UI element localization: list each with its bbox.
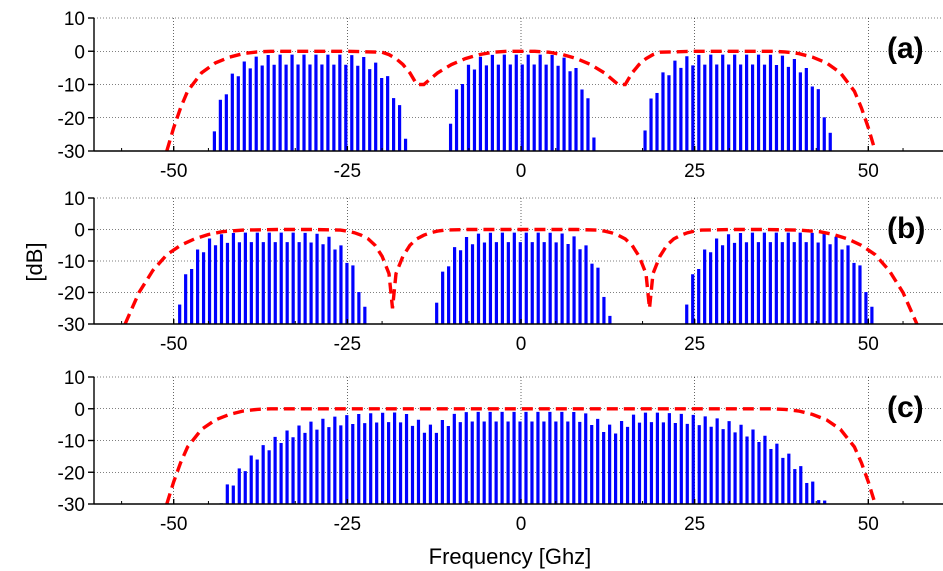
y-tick-label: -30 [58, 495, 85, 516]
y-tick-label: 10 [64, 9, 85, 30]
y-tick-label: -20 [58, 463, 85, 484]
envelope-series [123, 227, 919, 324]
x-tick-label: 25 [684, 514, 705, 535]
y-tick-label: 0 [74, 221, 85, 242]
x-tick-label: -25 [334, 514, 361, 535]
panel-label: (a) [887, 32, 924, 65]
x-tick-label: -25 [334, 334, 361, 355]
y-tick-label: -30 [58, 142, 85, 163]
x-tick-label: 50 [858, 161, 879, 182]
panel-label: (b) [887, 212, 925, 245]
x-axis-title: Frequency [Ghz] [429, 544, 592, 569]
x-tick-label: -25 [334, 161, 361, 182]
y-tick-label: -20 [58, 284, 85, 305]
panel-label: (c) [887, 391, 924, 424]
envelope-series [165, 49, 877, 151]
panel-3: 10 0 -10 -20 -30 -50 -25 0 25 50 (c) [58, 368, 943, 535]
y-tick-label: -10 [58, 432, 85, 453]
spectrum-series [219, 411, 827, 504]
y-axis-title: [dB] [22, 242, 47, 281]
y-tick-label: -10 [58, 252, 85, 273]
y-tick-label: 0 [74, 400, 85, 421]
x-tick-label: -50 [160, 514, 187, 535]
y-tick-label: -10 [58, 76, 85, 97]
x-tick-label: 50 [858, 514, 879, 535]
x-tick-label: -50 [160, 334, 187, 355]
panel-2: 10 0 -10 -20 -30 -50 -25 0 25 50 (b) [58, 189, 943, 355]
panel-1: 10 0 -10 -20 -30 -50 -25 0 25 50 (a) [58, 9, 943, 182]
y-tick-label: 10 [64, 189, 85, 210]
x-tick-label: 0 [516, 514, 527, 535]
y-tick-label: -30 [58, 315, 85, 336]
x-tick-label: -50 [160, 161, 187, 182]
x-tick-label: 0 [516, 334, 527, 355]
envelope-series [165, 407, 877, 504]
x-tick-label: 25 [684, 334, 705, 355]
x-tick-label: 50 [858, 334, 879, 355]
spectrum-series [178, 232, 874, 324]
x-tick-label: 25 [684, 161, 705, 182]
y-tick-label: 0 [74, 42, 85, 63]
y-tick-label: -20 [58, 109, 85, 130]
x-tick-label: 0 [516, 161, 527, 182]
y-tick-label: 10 [64, 368, 85, 389]
spectrum-series [212, 54, 832, 151]
